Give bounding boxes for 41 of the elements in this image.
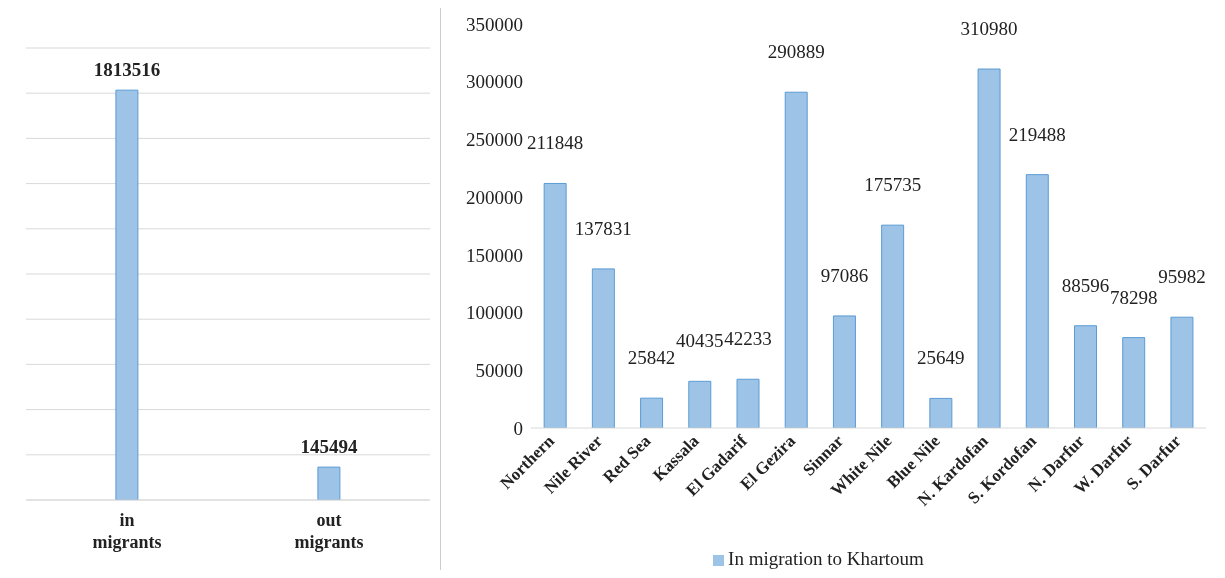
- data-label: 219488: [1008, 123, 1066, 145]
- bar: [1025, 174, 1049, 428]
- bar: [591, 268, 615, 428]
- y-tick-label: 250000: [466, 129, 523, 151]
- bar: [784, 91, 808, 428]
- data-label: 95982: [1158, 266, 1206, 288]
- y-tick-label: 50000: [475, 360, 523, 382]
- x-tick-label: in migrants: [92, 510, 162, 552]
- data-label: 290889: [767, 41, 825, 63]
- data-label: 25649: [917, 347, 965, 369]
- data-label: 137831: [574, 217, 632, 239]
- bar: [640, 397, 664, 428]
- data-label: 175735: [864, 174, 922, 196]
- bar: [1122, 337, 1146, 428]
- y-tick-label: 0: [513, 417, 523, 439]
- bar: [543, 182, 567, 428]
- data-label: 42233: [724, 328, 772, 350]
- y-tick-label: 150000: [466, 244, 523, 266]
- bar: [929, 397, 953, 428]
- data-label: 40435: [676, 330, 724, 352]
- data-label: 145494: [300, 436, 358, 458]
- y-tick-label: 300000: [466, 71, 523, 93]
- y-tick-label: 200000: [466, 186, 523, 208]
- bar: [1074, 325, 1097, 428]
- data-label: 25842: [627, 347, 676, 369]
- data-label: 97086: [820, 264, 869, 286]
- bar: [832, 315, 856, 428]
- x-tick-label: out migrants: [294, 510, 364, 552]
- data-label: 1813516: [93, 59, 161, 81]
- bar: [977, 68, 1001, 428]
- data-label: 88596: [1061, 274, 1110, 296]
- y-tick-label: 100000: [466, 302, 523, 324]
- bar: [688, 380, 712, 428]
- bar: [881, 224, 905, 428]
- data-label: 310980: [960, 18, 1018, 40]
- bar: [736, 378, 760, 428]
- data-label: 78298: [1109, 286, 1158, 308]
- data-label: 211848: [526, 132, 584, 154]
- y-tick-label: 350000: [466, 13, 523, 35]
- bar: [1170, 316, 1194, 428]
- legend-label: In migration to Khartoum: [728, 548, 924, 569]
